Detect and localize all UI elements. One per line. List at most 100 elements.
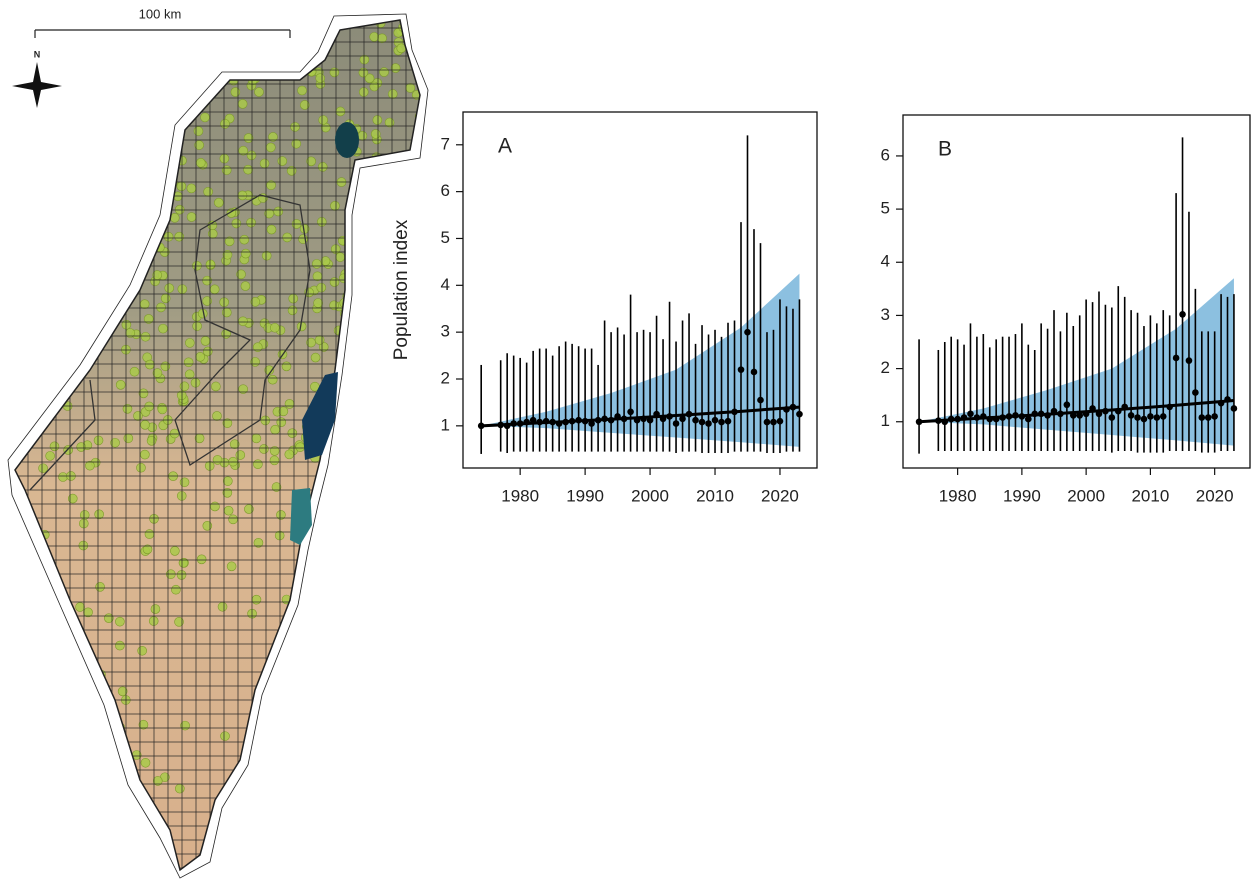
observation-site [392, 164, 401, 173]
observation-site [357, 584, 366, 593]
data-point [1057, 410, 1064, 417]
observation-site [309, 643, 318, 652]
observation-site [294, 704, 303, 713]
observation-site [41, 123, 50, 132]
observation-site [350, 461, 359, 470]
observation-site [372, 299, 381, 308]
x-tick-label: 1980 [939, 486, 977, 505]
data-point [954, 416, 961, 423]
observation-site [252, 741, 261, 750]
data-point [1051, 408, 1058, 415]
data-point [1141, 416, 1148, 423]
data-point [660, 416, 667, 423]
observation-site [21, 113, 30, 122]
observation-site [7, 134, 16, 143]
observation-site [32, 186, 41, 195]
observation-site [181, 79, 190, 88]
observation-site [110, 160, 119, 169]
observation-site [45, 205, 54, 214]
observation-site [36, 215, 45, 224]
observation-site [404, 816, 413, 825]
observation-site [340, 513, 349, 522]
observation-site [342, 414, 351, 423]
data-point [790, 404, 797, 411]
observation-site [14, 605, 23, 614]
observation-site [61, 190, 70, 199]
data-point [1154, 414, 1161, 421]
observation-site [53, 31, 62, 40]
observation-site [64, 154, 73, 163]
data-point [1173, 355, 1180, 362]
observation-site [410, 210, 419, 219]
observation-site [366, 223, 375, 232]
observation-site [52, 230, 61, 239]
y-tick-label: 3 [441, 322, 450, 341]
observation-site [290, 721, 299, 730]
data-point [1224, 396, 1231, 403]
data-point [718, 419, 725, 426]
y-tick-label: 7 [441, 134, 450, 153]
observation-site [357, 231, 366, 240]
data-point [582, 418, 589, 425]
observation-site [45, 205, 54, 214]
data-point [1109, 414, 1116, 421]
observation-site [262, 63, 271, 72]
data-point [986, 416, 993, 423]
observation-site [34, 274, 43, 283]
observation-site [384, 198, 393, 207]
data-point [556, 420, 563, 427]
observation-site [357, 280, 366, 289]
observation-site [419, 163, 428, 172]
data-point [562, 419, 569, 426]
data-point [1186, 357, 1193, 364]
data-point [1089, 405, 1096, 412]
observation-site [117, 41, 126, 50]
observation-site [308, 790, 317, 799]
observation-site [102, 41, 111, 50]
observation-site [413, 509, 422, 518]
observation-site [412, 532, 421, 541]
observation-site [405, 501, 414, 510]
data-point [974, 414, 981, 421]
data-point [549, 419, 556, 426]
observation-site [101, 218, 110, 227]
observation-site [63, 801, 72, 810]
observation-site [150, 70, 159, 79]
observation-site [47, 242, 56, 251]
observation-site [404, 495, 413, 504]
data-point [634, 417, 641, 424]
observation-site [16, 249, 25, 258]
data-point [1115, 408, 1122, 415]
y-tick-label: 3 [881, 305, 890, 324]
observation-site [229, 52, 238, 61]
data-point [601, 416, 608, 423]
observation-site [394, 457, 403, 466]
observation-site [366, 836, 375, 845]
observation-site [7, 207, 16, 216]
data-point [595, 417, 602, 424]
data-point [1019, 413, 1026, 420]
observation-site [383, 400, 392, 409]
data-point [712, 417, 719, 424]
data-point [686, 411, 693, 418]
y-tick-label: 4 [881, 252, 890, 271]
data-point [523, 419, 530, 426]
observation-site [15, 653, 24, 662]
data-point [731, 408, 738, 415]
data-point [1199, 414, 1206, 421]
observation-site [173, 29, 182, 38]
data-point [744, 329, 751, 336]
observation-site [293, 39, 302, 48]
observation-site [367, 367, 376, 376]
observation-site [282, 61, 291, 70]
data-point [1179, 311, 1186, 318]
data-point [1102, 408, 1109, 415]
observation-site [23, 95, 32, 104]
observation-site [16, 273, 25, 282]
observation-site [401, 418, 410, 427]
observation-site [25, 210, 34, 219]
observation-site [413, 43, 422, 52]
observation-site [68, 307, 77, 316]
observation-site [56, 121, 65, 130]
y-axis-label: Population index [391, 219, 412, 360]
